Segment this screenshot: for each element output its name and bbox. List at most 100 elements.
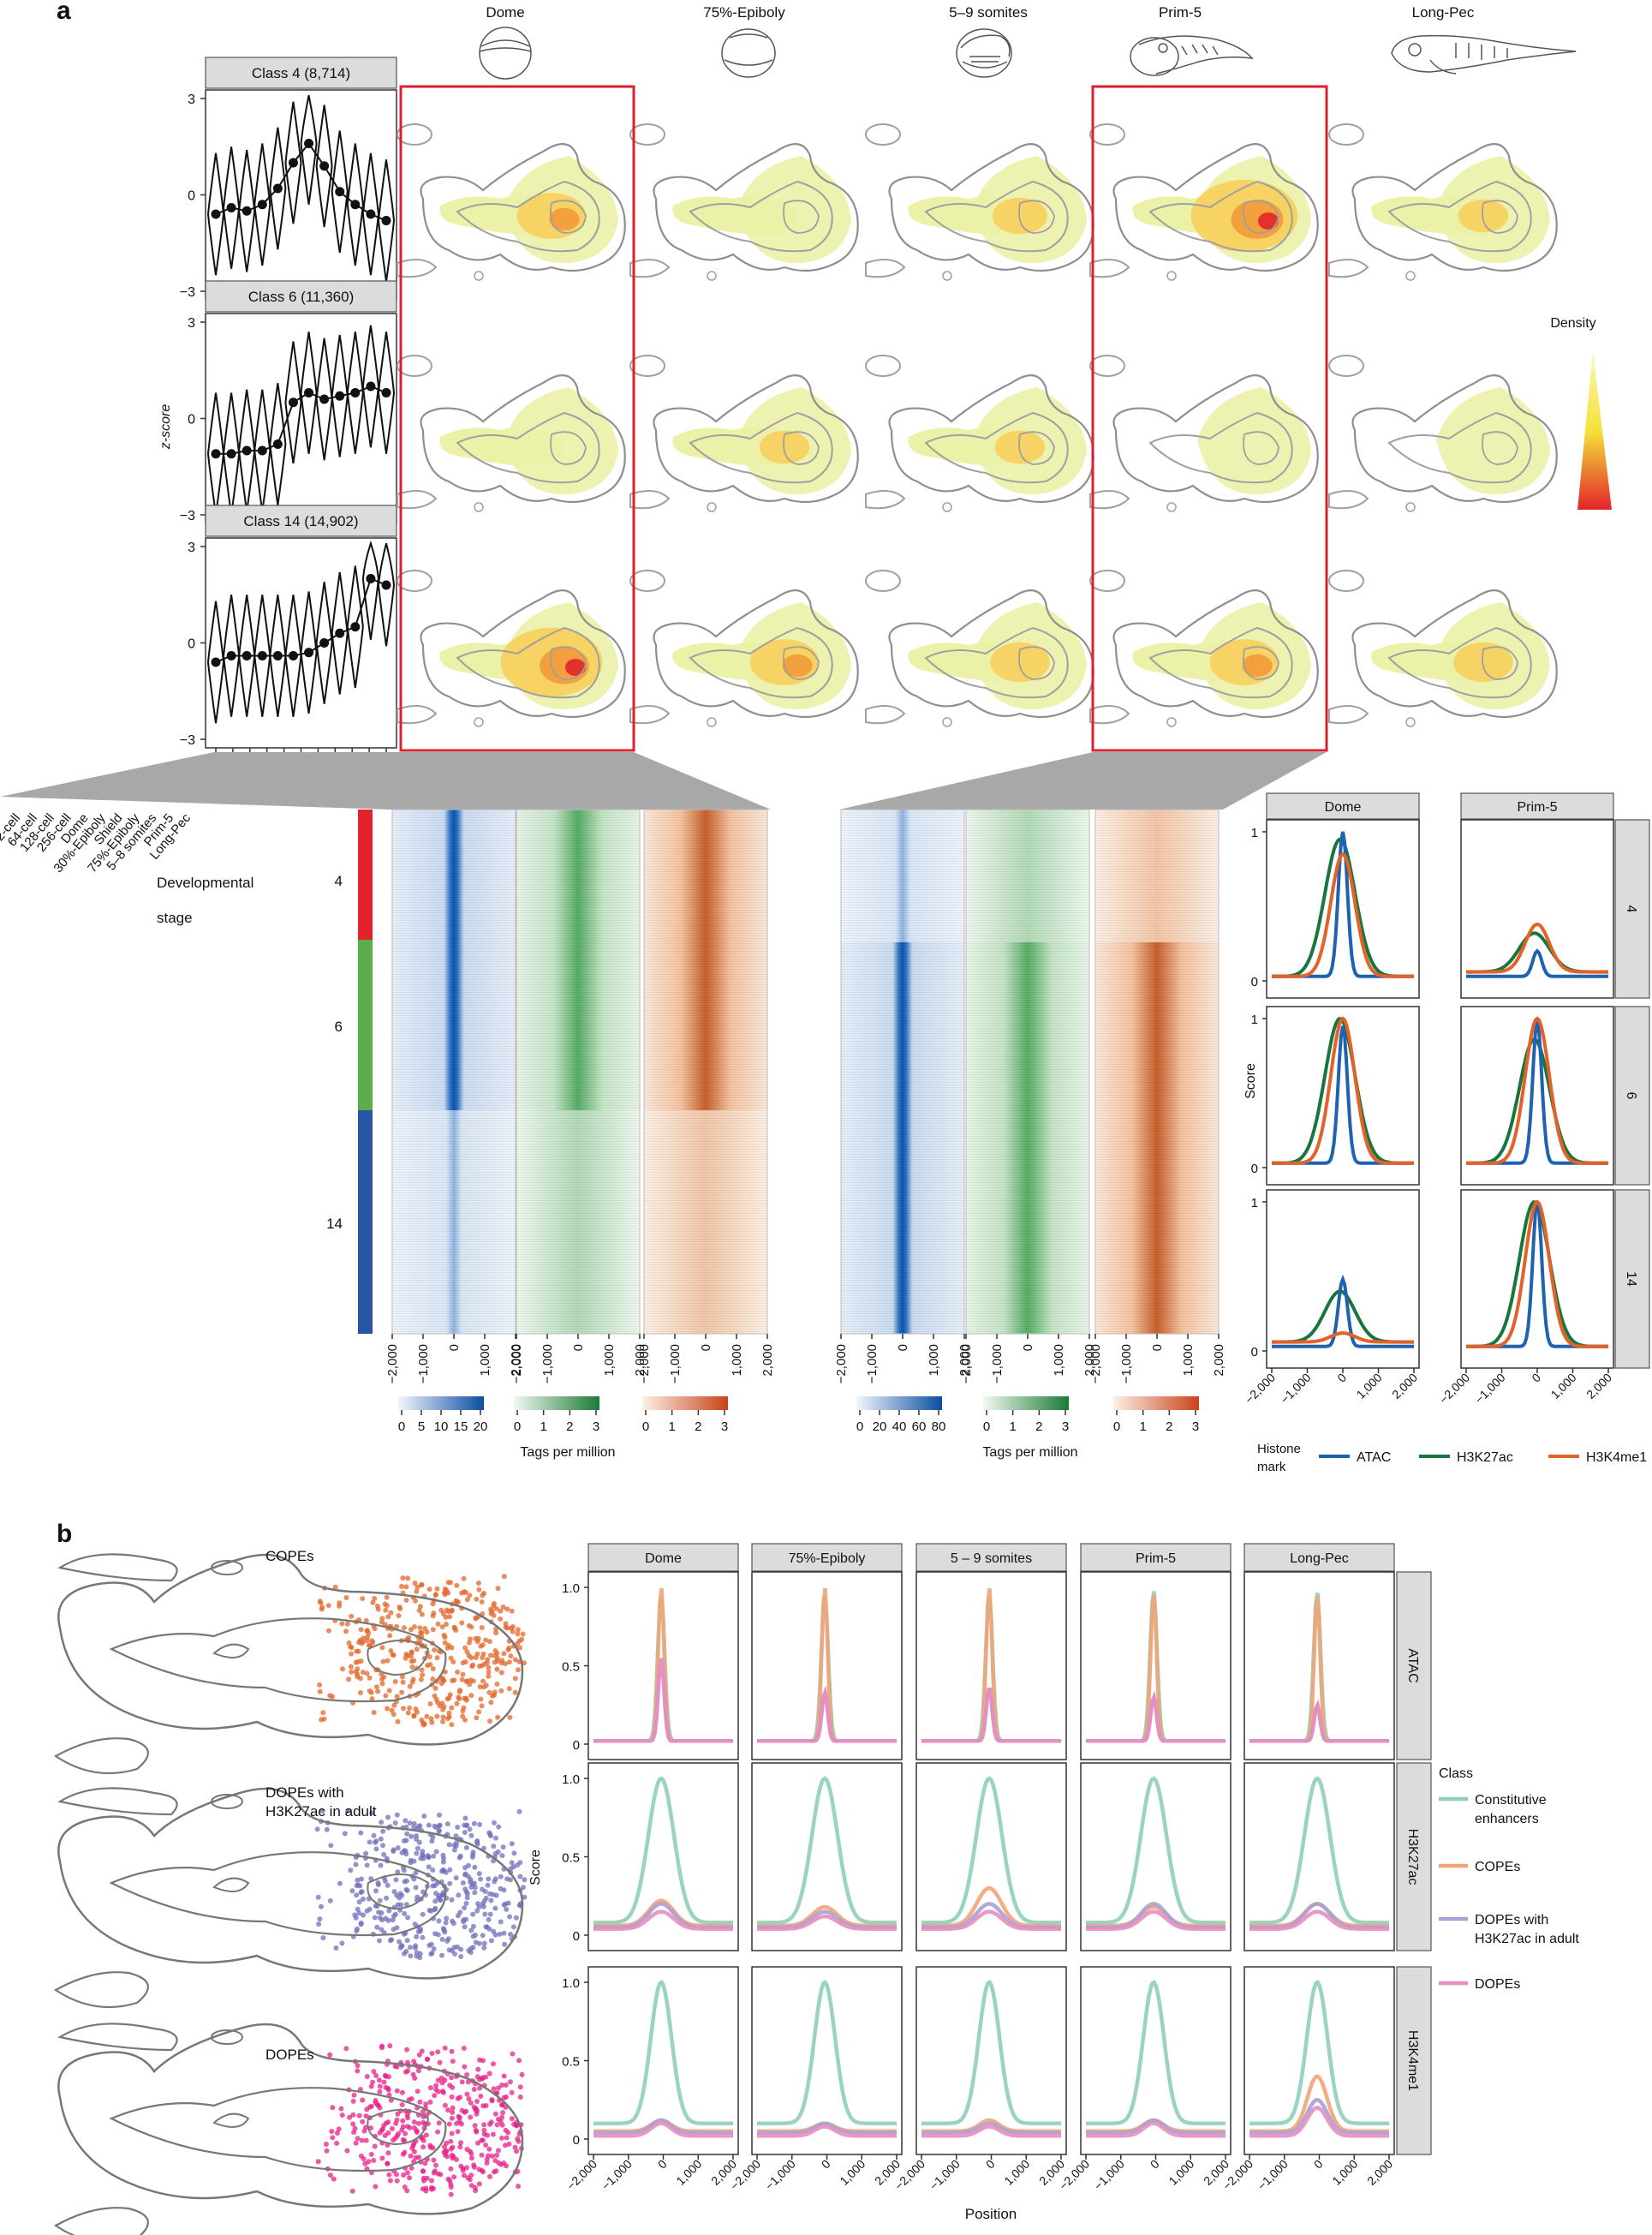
scatter-point [498,1616,504,1622]
profile-b-ytick-label-r2-0: 0 [573,2133,580,2148]
scatter-point [497,1931,503,1937]
embryo-epiboly-drawing [721,28,776,78]
scatter-point [493,1892,499,1898]
heatmap-xtick-label-3: 1,000 [730,1344,744,1377]
scatter-point [471,2162,477,2168]
violin-ytick-label-2-1: 0 [188,637,195,652]
scatter-point [433,1849,439,1855]
scatter-point [479,2137,485,2143]
scatter-point [386,1908,392,1914]
scatter-point [360,1670,366,1675]
scatter-point [360,1596,366,1601]
scatter-maps-b: COPEs DOPEs with H3K27ac in adult DOPEs [53,1548,528,2235]
contour-inner [1018,646,1055,680]
contour-dot [474,717,484,727]
scatter-point [434,1655,440,1661]
contour-inner [1482,646,1518,680]
profile-b-legend-title: Class [1439,1766,1473,1781]
scatter-point [320,1710,326,1716]
scatter-point [495,1714,501,1720]
scatter-point [451,1677,457,1683]
scatter-point [355,2136,361,2142]
scatter-point [396,2130,402,2136]
profile-b-line-r2-c3-s0 [1086,1979,1226,2125]
scatter-point [329,2129,335,2134]
scatter-point [356,1899,362,1905]
class-bar-14 [358,1110,373,1334]
contour-middle [924,180,1069,253]
profile-b-line-r1-c1-s3 [757,1914,897,1931]
scatter-point [409,2165,414,2171]
scatter-point [317,1916,323,1922]
scatter-point [349,1645,355,1651]
profile-b-line-r0-c4-s3 [1249,1699,1389,1743]
profile-b-line-r2-c3-s2 [1086,2118,1226,2135]
scatter-point [464,2147,470,2152]
scatter-point [353,1862,359,1867]
scatter-point [439,1700,445,1706]
density-legend-title: Density [1550,316,1595,331]
contour-islet-bottom [397,259,438,278]
scatter-point [473,1655,479,1660]
scatter-point [468,1832,474,1838]
violin-median-point-1-0 [211,449,221,459]
scatter-point [431,1853,437,1859]
colorbar-label-0: 0 [642,1419,649,1434]
heatmap-xtick-label-3: 1,000 [927,1344,941,1377]
scatter-point [373,1839,379,1845]
scatter-point [456,1892,462,1898]
scatter-contour-middle [109,2087,447,2172]
contour-map-r2-c1 [629,570,859,727]
scatter-point [468,2155,474,2161]
scatter-point [432,1883,438,1889]
scatter-point [449,2115,455,2121]
scatter-point [391,1712,397,1718]
scatter-point [423,2185,429,2191]
contour-dot [942,717,952,727]
scatter-point [420,1934,426,1940]
heatmap-xtick-label-2: 0 [447,1344,462,1351]
scatter-point [470,1923,476,1929]
scatter-point [492,1600,497,1606]
scatter-point [504,1625,510,1631]
contour-dot [707,502,717,512]
violin-0-5 [284,101,302,224]
contour-islet-top [629,570,665,592]
density-low [1197,387,1311,495]
contour-islet-top [397,355,432,377]
scatter-point [340,1666,345,1672]
scatter-point [480,1903,486,1909]
violin-2-5 [284,595,302,717]
heatmap-xtick-label-2: 0 [896,1344,910,1351]
scatter-point [515,2136,521,2142]
scatter-point [412,1624,417,1629]
scatter-point [385,1814,391,1820]
scatter-point [492,1689,498,1695]
scatter-point [495,2116,501,2122]
scatter-point [327,2052,333,2058]
scatter-point [399,2127,405,2133]
scatter-point [509,2116,515,2122]
scatter-point [474,1908,480,1914]
scatter-point [517,1873,523,1879]
heatmap-texture [644,810,767,1334]
contour-map-r0-c2 [865,123,1094,281]
scatter-point [405,2068,411,2074]
profile-b-xtick-label-c4-2: 0 [1311,2157,1326,2172]
profile-b-xtick-label-c3-3: 1,000 [1166,2157,1196,2188]
scatter-point [411,1876,417,1882]
profile-b-col-label-0: Dome [645,1551,682,1566]
profile-a-xtick-label-4-0: −2,000 [1242,1371,1278,1407]
profile-a-xtick-label-4-4: 2,000 [1389,1371,1420,1401]
scatter-point [403,1838,409,1844]
class-bar-6 [358,940,373,1110]
scatter-point [485,2132,490,2138]
scatter-point [489,2153,495,2159]
scatter-point [385,1614,391,1620]
scatter-point [374,1684,379,1690]
scatter-point [355,1658,361,1664]
scatter-point [385,2150,391,2156]
profile-b-row-label-0: ATAC [1405,1648,1420,1682]
profile-a-row-strip-2 [1614,1189,1650,1369]
violin-2-1 [223,595,241,717]
